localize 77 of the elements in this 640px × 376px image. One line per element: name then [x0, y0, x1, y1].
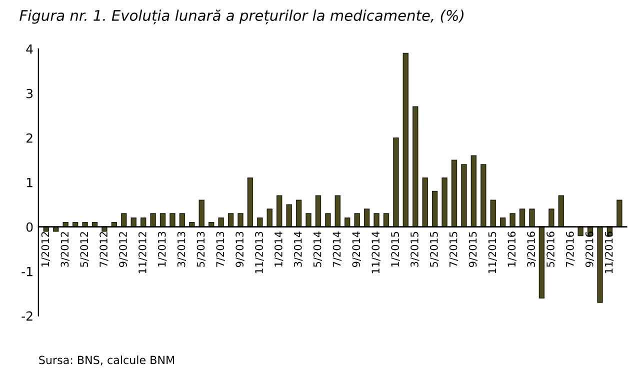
x-tick-label: 1/2014 [274, 232, 284, 267]
bar [364, 208, 370, 228]
x-tick-label: 7/2013 [216, 232, 225, 267]
bar [470, 155, 477, 228]
bar [393, 137, 399, 228]
text: Sursa: BNS, calcule BNM [39, 356, 174, 366]
bar [402, 52, 409, 228]
x-tick-label: 5/2012 [80, 232, 89, 267]
bar [519, 208, 526, 228]
bar [374, 213, 380, 228]
x-tick-label: 7/2014 [332, 232, 342, 267]
x-tick-label: 3/2013 [177, 232, 186, 267]
bar [218, 218, 224, 228]
bar [442, 177, 448, 228]
y-tick-label: -2 [22, 311, 32, 321]
x-tick-label: 9/2016 [585, 232, 594, 268]
bar [432, 190, 438, 228]
bar [538, 226, 545, 298]
bar [548, 208, 554, 228]
chart-title: Figura nr. 1. Evoluția lunară a prețurilor la medicamente, (%) [20, 10, 464, 24]
x-tick-label: 7/2016 [566, 232, 575, 267]
x-tick-label: 3/2015 [410, 232, 420, 267]
x-tick-label: 1/2013 [158, 232, 167, 267]
x-tick-label: 3/2016 [527, 232, 536, 267]
y-tick-label: 1 [26, 178, 32, 188]
x-tick-label: 11/2015 [488, 232, 497, 274]
bar [334, 195, 341, 228]
bar [422, 177, 428, 228]
bar [286, 204, 292, 228]
x-tick-label: 1/2012 [41, 232, 50, 267]
bar [616, 200, 622, 228]
x-tick-label: 9/2012 [119, 232, 128, 268]
x-tick-label: 9/2013 [236, 232, 244, 268]
x-tick-label: 1/2016 [508, 232, 516, 267]
x-tick-label: 11/2016 [604, 232, 614, 274]
bar [529, 208, 535, 228]
bar [558, 195, 564, 228]
bar [150, 213, 156, 228]
bar [296, 200, 302, 228]
y-tick-label: 4 [26, 44, 33, 54]
x-tick-label: 3/2014 [294, 232, 303, 267]
y-tick-label: 2 [26, 133, 32, 143]
x-tick-label: 11/2012 [138, 232, 148, 274]
bar [257, 218, 263, 228]
bar [238, 213, 244, 228]
bar [451, 160, 458, 228]
x-tick-label: 7/2012 [100, 232, 108, 267]
bar [578, 226, 584, 236]
bar [461, 164, 467, 228]
bar [325, 213, 331, 228]
bar [412, 106, 418, 228]
bar [276, 195, 282, 228]
bar [510, 213, 516, 228]
bar [490, 200, 496, 228]
y-tick-label: -1 [22, 266, 32, 276]
x-tick-label: 9/2014 [352, 232, 361, 268]
y-tick-label: 0 [26, 222, 33, 232]
bar [354, 213, 360, 228]
x-tick-label: 5/2014 [313, 232, 322, 267]
bar [198, 200, 204, 228]
x-tick-label: 1/2015 [391, 232, 400, 267]
bar [170, 213, 176, 228]
x-tick-label: 5/2016 [546, 232, 556, 267]
x-tick-label: 5/2015 [430, 232, 439, 267]
y-tick-label: 3 [26, 88, 33, 98]
x-tick-label: 7/2015 [449, 232, 458, 267]
x-tick-label: 5/2013 [196, 232, 206, 267]
x-tick-label: 11/2013 [255, 232, 264, 274]
x-tick-label: 3/2012 [60, 232, 70, 267]
x-tick-label: 9/2015 [468, 232, 478, 268]
x-tick-label: 11/2014 [372, 232, 380, 274]
bar [247, 177, 254, 228]
bar [597, 226, 603, 303]
bar [266, 208, 272, 228]
bar [480, 164, 486, 228]
bar [315, 195, 322, 228]
bar [306, 213, 312, 228]
